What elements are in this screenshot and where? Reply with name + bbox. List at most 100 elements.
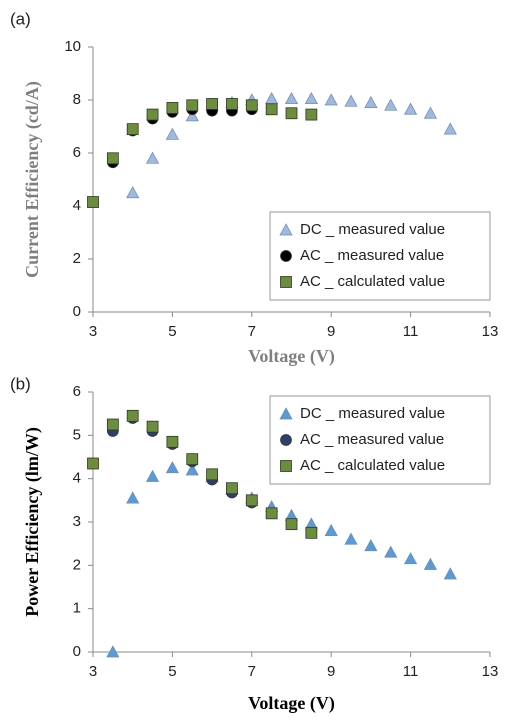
x-tick-label: 7 <box>248 323 256 340</box>
x-tick-label: 5 <box>168 663 176 680</box>
legend-marker <box>279 407 293 420</box>
x-tick-label: 3 <box>89 663 97 680</box>
marker <box>106 418 119 431</box>
marker <box>284 91 299 105</box>
marker <box>185 109 199 122</box>
marker <box>146 420 159 433</box>
marker <box>226 98 238 110</box>
marker <box>145 151 160 164</box>
panel-label: (b) <box>10 374 31 393</box>
marker <box>305 526 318 539</box>
y-tick-label: 6 <box>73 144 81 161</box>
legend-marker <box>279 223 293 236</box>
marker <box>87 196 99 208</box>
legend-marker <box>280 276 292 288</box>
marker <box>166 435 179 448</box>
legend: DC _ measured value AC _ measured value AC… <box>269 211 491 301</box>
y-tick-label: 4 <box>73 197 81 214</box>
legend-label: AC _ calculated value <box>300 273 445 290</box>
x-tick-label: 11 <box>403 663 419 680</box>
marker <box>364 95 378 109</box>
y-axis-title: Current Efficiency (cd/A) <box>22 81 43 278</box>
marker <box>285 518 298 531</box>
x-tick-label: 11 <box>403 323 419 340</box>
legend: DC _ measured value AC _ measured value AC… <box>269 395 491 485</box>
chart: (b) 0 1 2 3 4 5 6 3 5 7 9 11 13 Voltage (V) Power Effic… <box>10 374 498 714</box>
x-tick-label: 7 <box>248 663 256 680</box>
marker <box>145 469 160 482</box>
marker <box>404 552 418 565</box>
legend-marker <box>280 434 292 446</box>
y-tick-label: 4 <box>73 470 81 487</box>
marker <box>443 122 457 135</box>
marker <box>245 99 258 112</box>
marker <box>285 107 298 120</box>
marker <box>423 557 438 570</box>
marker <box>126 186 140 199</box>
x-axis-title: Voltage (V) <box>248 693 335 714</box>
marker <box>404 102 418 115</box>
marker <box>206 98 219 110</box>
marker <box>265 507 278 520</box>
marker <box>106 645 120 658</box>
marker <box>344 532 358 545</box>
legend-marker <box>280 250 292 262</box>
chart: (a) 0 2 4 6 8 10 3 5 7 9 11 13 Voltage (V) Current Eff… <box>10 9 498 367</box>
marker <box>165 461 179 474</box>
legend-marker <box>280 460 292 472</box>
y-tick-label: 0 <box>73 643 81 660</box>
x-tick-label: 5 <box>168 323 176 340</box>
y-tick-label: 5 <box>73 426 81 443</box>
panel-label: (a) <box>10 9 31 28</box>
legend-box <box>269 211 491 301</box>
legend-label: AC _ measured value <box>300 431 444 448</box>
marker <box>384 545 398 558</box>
y-tick-label: 0 <box>73 303 81 320</box>
marker <box>364 539 378 552</box>
marker <box>87 457 99 470</box>
x-tick-label: 9 <box>327 663 335 680</box>
x-tick-label: 13 <box>482 663 499 680</box>
marker <box>166 102 179 114</box>
marker <box>126 491 140 504</box>
marker <box>185 463 199 476</box>
marker <box>126 123 139 136</box>
marker <box>265 91 279 105</box>
legend-label: AC _ calculated value <box>300 457 445 474</box>
y-tick-label: 6 <box>73 383 81 400</box>
marker <box>305 108 318 121</box>
x-tick-label: 13 <box>482 323 499 340</box>
legend-label: DC _ measured value <box>300 221 445 238</box>
legend-box <box>269 395 491 485</box>
x-tick-label: 3 <box>89 323 97 340</box>
marker <box>384 98 398 111</box>
marker <box>423 106 438 119</box>
marker <box>324 93 338 106</box>
marker <box>265 103 278 116</box>
marker <box>186 453 199 466</box>
marker <box>106 152 119 165</box>
y-tick-label: 8 <box>73 91 81 108</box>
marker <box>245 494 258 507</box>
marker <box>226 482 238 495</box>
y-axis-title: Power Efficiency (lm/W) <box>22 427 43 617</box>
marker <box>126 409 139 422</box>
y-tick-label: 3 <box>73 513 81 530</box>
marker <box>324 523 338 537</box>
marker <box>206 468 219 481</box>
legend-label: DC _ measured value <box>300 405 445 422</box>
x-axis-title: Voltage (V) <box>248 346 335 367</box>
marker <box>146 108 159 121</box>
y-tick-label: 10 <box>64 38 81 55</box>
marker <box>304 91 318 105</box>
legend-label: AC _ measured value <box>300 247 444 264</box>
y-tick-label: 2 <box>73 250 81 267</box>
x-tick-label: 9 <box>327 323 335 340</box>
marker <box>443 567 457 580</box>
y-tick-label: 2 <box>73 556 81 573</box>
marker <box>186 99 199 112</box>
y-tick-label: 1 <box>73 600 81 617</box>
marker <box>344 94 358 107</box>
marker <box>165 127 179 140</box>
